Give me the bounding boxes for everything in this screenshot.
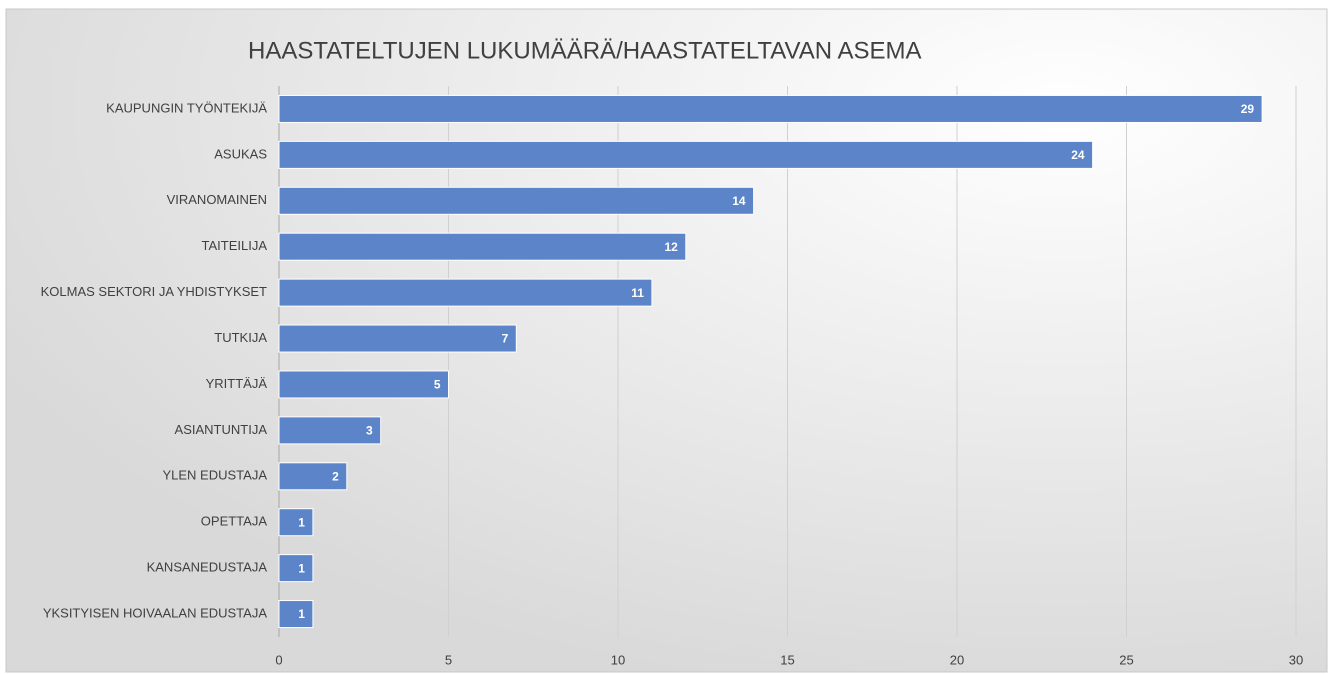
y-tick-label: KAUPUNGIN TYÖNTEKIJÄ — [106, 100, 267, 115]
bar — [278, 554, 314, 583]
x-tick-label: 0 — [275, 652, 282, 667]
x-tick-label: 10 — [611, 652, 625, 667]
value-label: 24 — [1071, 148, 1085, 162]
y-tick-label: TUTKIJA — [214, 330, 267, 345]
bar — [278, 278, 653, 307]
bar — [278, 416, 382, 445]
y-tick-label: ASUKAS — [214, 146, 267, 161]
y-tick-label: YKSITYISEN HOIVAALAN EDUSTAJA — [43, 605, 268, 620]
chart-title: HAASTATELTUJEN LUKUMÄÄRÄ/HAASTATELTAVAN … — [248, 37, 921, 64]
value-label: 5 — [434, 378, 441, 392]
bar — [278, 232, 687, 261]
y-tick-label: VIRANOMAINEN — [167, 192, 267, 207]
y-tick-label: OPETTAJA — [201, 514, 268, 529]
bar — [278, 324, 517, 353]
bar — [278, 186, 755, 215]
value-label: 7 — [502, 332, 509, 346]
bar — [278, 140, 1094, 169]
bar — [278, 600, 314, 629]
y-tick-label: KOLMAS SEKTORI JA YHDISTYKSET — [41, 284, 267, 299]
x-tick-label: 15 — [780, 652, 794, 667]
value-label: 3 — [366, 424, 373, 438]
y-tick-label: KANSANEDUSTAJA — [147, 560, 268, 575]
y-tick-label: YRITTÄJÄ — [206, 376, 268, 391]
value-label: 1 — [298, 561, 305, 575]
y-tick-label: ASIANTUNTIJA — [175, 422, 268, 437]
value-label: 29 — [1241, 102, 1255, 116]
bar — [278, 508, 314, 537]
x-tick-label: 25 — [1119, 652, 1133, 667]
value-label: 14 — [732, 194, 746, 208]
y-tick-label: YLEN EDUSTAJA — [162, 468, 267, 483]
bar — [278, 462, 348, 491]
value-label: 12 — [664, 240, 678, 254]
bar — [278, 370, 449, 399]
value-label: 2 — [332, 469, 339, 483]
value-label: 1 — [298, 607, 305, 621]
x-tick-label: 5 — [445, 652, 452, 667]
x-tick-label: 20 — [950, 652, 964, 667]
x-tick-label: 30 — [1289, 652, 1303, 667]
y-tick-label: TAITEILIJA — [202, 238, 268, 253]
bar — [278, 94, 1263, 123]
value-label: 1 — [298, 515, 305, 529]
value-label: 11 — [631, 286, 644, 300]
